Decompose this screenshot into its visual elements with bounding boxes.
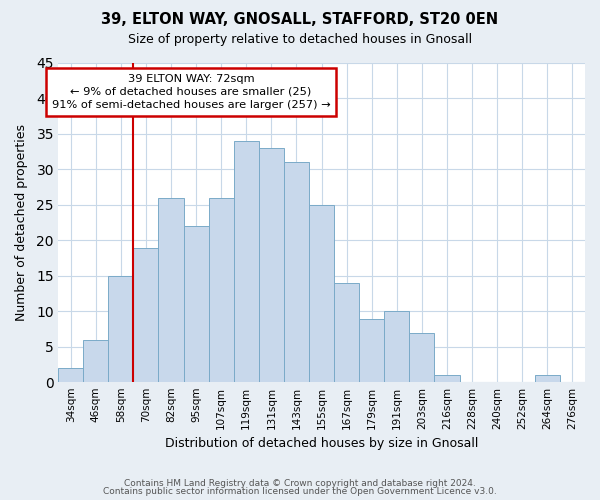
Bar bbox=[284, 162, 309, 382]
Bar bbox=[184, 226, 209, 382]
Bar bbox=[384, 312, 409, 382]
Text: 39 ELTON WAY: 72sqm
← 9% of detached houses are smaller (25)
91% of semi-detache: 39 ELTON WAY: 72sqm ← 9% of detached hou… bbox=[52, 74, 331, 110]
Text: 39, ELTON WAY, GNOSALL, STAFFORD, ST20 0EN: 39, ELTON WAY, GNOSALL, STAFFORD, ST20 0… bbox=[101, 12, 499, 28]
Bar bbox=[434, 376, 460, 382]
Bar bbox=[83, 340, 109, 382]
Y-axis label: Number of detached properties: Number of detached properties bbox=[15, 124, 28, 321]
Bar bbox=[234, 141, 259, 382]
Bar bbox=[58, 368, 83, 382]
Bar bbox=[133, 248, 158, 382]
Bar bbox=[259, 148, 284, 382]
X-axis label: Distribution of detached houses by size in Gnosall: Distribution of detached houses by size … bbox=[165, 437, 478, 450]
Bar bbox=[209, 198, 234, 382]
Bar bbox=[359, 318, 384, 382]
Text: Size of property relative to detached houses in Gnosall: Size of property relative to detached ho… bbox=[128, 32, 472, 46]
Bar bbox=[334, 283, 359, 382]
Text: Contains HM Land Registry data © Crown copyright and database right 2024.: Contains HM Land Registry data © Crown c… bbox=[124, 478, 476, 488]
Bar bbox=[535, 376, 560, 382]
Text: Contains public sector information licensed under the Open Government Licence v3: Contains public sector information licen… bbox=[103, 487, 497, 496]
Bar bbox=[309, 205, 334, 382]
Bar bbox=[409, 332, 434, 382]
Bar bbox=[109, 276, 133, 382]
Bar bbox=[158, 198, 184, 382]
